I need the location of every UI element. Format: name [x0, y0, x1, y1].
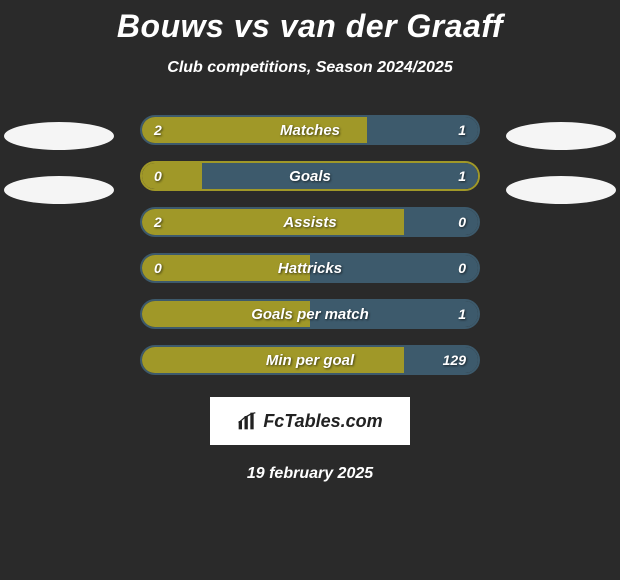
- bar-label: Goals: [142, 163, 478, 189]
- stat-bar: Goals0 1: [140, 161, 480, 191]
- infographic-container: Bouws vs van der Graaff Club competition…: [0, 0, 620, 580]
- page-title: Bouws vs van der Graaff: [0, 0, 620, 45]
- bar-label: Min per goal: [142, 347, 478, 373]
- stat-bar: Goals per match1: [140, 299, 480, 329]
- bar-value-right: 1: [458, 301, 466, 327]
- bar-value-left: 2: [154, 209, 162, 235]
- bars-host: Matches21Goals01Assists20Hattricks00Goal…: [0, 115, 620, 375]
- stat-bar: Matches2 1: [140, 115, 480, 145]
- page-subtitle: Club competitions, Season 2024/2025: [0, 59, 620, 77]
- bar-value-left: 0: [154, 163, 162, 189]
- date-text: 19 february 2025: [0, 465, 620, 483]
- bar-value-right: 1: [458, 117, 466, 143]
- bar-label: Goals per match: [142, 301, 478, 327]
- logo-text: FcTables.com: [263, 411, 382, 432]
- bar-value-right: 0: [458, 209, 466, 235]
- bar-value-left: 0: [154, 255, 162, 281]
- bar-value-left: 2: [154, 117, 162, 143]
- stat-bar: Min per goal129: [140, 345, 480, 375]
- bar-label: Hattricks: [142, 255, 478, 281]
- bar-label: Matches: [142, 117, 478, 143]
- logo-box: FcTables.com: [210, 397, 410, 445]
- bar-value-right: 1: [458, 163, 466, 189]
- stat-bar: Hattricks0 0: [140, 253, 480, 283]
- bar-value-right: 129: [443, 347, 466, 373]
- bar-value-right: 0: [458, 255, 466, 281]
- bar-chart-icon: [237, 411, 257, 431]
- bar-label: Assists: [142, 209, 478, 235]
- stat-bar: Assists2 0: [140, 207, 480, 237]
